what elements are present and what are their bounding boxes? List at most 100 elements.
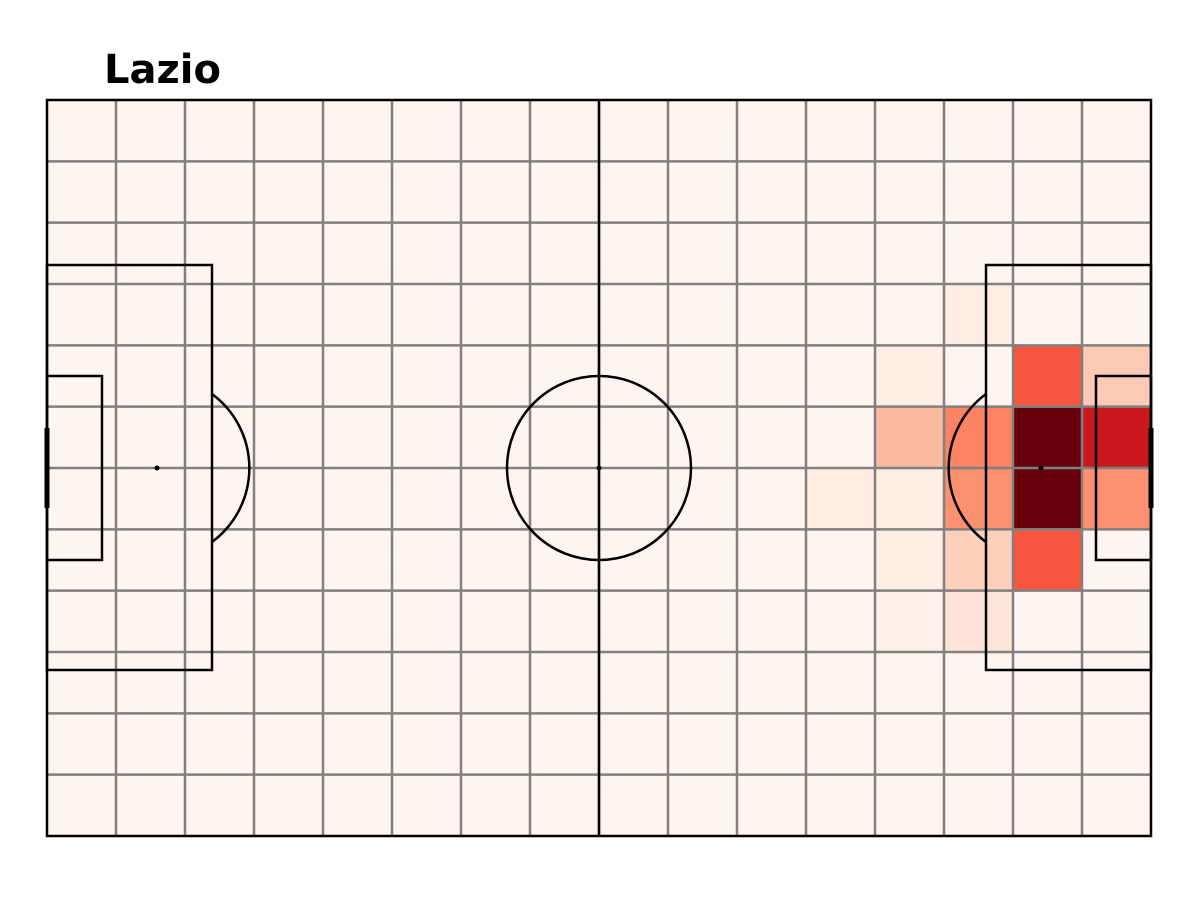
heatmap-cell	[392, 100, 461, 161]
heatmap-cell	[392, 345, 461, 406]
heatmap-cell	[116, 161, 185, 222]
heatmap-cell	[461, 713, 530, 774]
heatmap-cell	[47, 713, 116, 774]
heatmap-cell	[737, 652, 806, 713]
heatmap-cell	[806, 468, 875, 529]
heatmap-cell	[737, 284, 806, 345]
heatmap-cell	[944, 713, 1013, 774]
heatmap-cell	[461, 775, 530, 836]
heatmap-cell	[47, 284, 116, 345]
heatmap-cell	[875, 284, 944, 345]
heatmap-cell	[1082, 223, 1151, 284]
heatmap-cell	[254, 529, 323, 590]
heatmap-cell	[392, 591, 461, 652]
heatmap-cell	[185, 284, 254, 345]
heatmap-cell	[668, 713, 737, 774]
heatmap-cell	[668, 652, 737, 713]
heatmap-cell	[668, 775, 737, 836]
heatmap-cell	[806, 345, 875, 406]
heatmap-cell	[116, 100, 185, 161]
heatmap-cell	[1082, 652, 1151, 713]
heatmap-cell	[116, 652, 185, 713]
heatmap-cell	[737, 407, 806, 468]
heatmap-cell	[47, 468, 116, 529]
heatmap-cell	[1082, 161, 1151, 222]
heatmap-cell	[668, 468, 737, 529]
heatmap-cell	[530, 652, 599, 713]
heatmap-cell	[944, 652, 1013, 713]
heatmap-cell	[806, 652, 875, 713]
heatmap-cell	[530, 775, 599, 836]
heatmap-cell	[668, 284, 737, 345]
heatmap-cell	[806, 529, 875, 590]
heatmap-cell	[461, 529, 530, 590]
heatmap-cell	[1013, 713, 1082, 774]
heatmap-cell	[599, 713, 668, 774]
heatmap-cell	[1082, 407, 1151, 468]
heatmap-cell	[461, 100, 530, 161]
heatmap-cell	[806, 223, 875, 284]
heatmap-cell	[47, 100, 116, 161]
heatmap-cell	[254, 407, 323, 468]
heatmap-cell	[1082, 468, 1151, 529]
heatmap-cell	[875, 407, 944, 468]
heatmap-cell	[392, 529, 461, 590]
heatmap-cell	[1013, 591, 1082, 652]
heatmap-cell	[116, 345, 185, 406]
heatmap-cell	[737, 223, 806, 284]
heatmap-cell	[737, 591, 806, 652]
heatmap-cell	[599, 284, 668, 345]
heatmap-cell	[185, 775, 254, 836]
heatmap-cell	[806, 100, 875, 161]
heatmap-cell	[461, 407, 530, 468]
heatmap-cell	[254, 345, 323, 406]
heatmap-cell	[254, 284, 323, 345]
heatmap-cell	[806, 591, 875, 652]
heatmap-cell	[392, 407, 461, 468]
heatmap-cell	[323, 407, 392, 468]
heatmap-cell	[185, 345, 254, 406]
heatmap-cell	[323, 713, 392, 774]
heatmap-cell	[185, 223, 254, 284]
heatmap-cell	[737, 468, 806, 529]
heatmap-cell	[254, 652, 323, 713]
heatmap-cell	[668, 100, 737, 161]
heatmap-cell	[530, 591, 599, 652]
heatmap-cell	[47, 591, 116, 652]
heatmap-cell	[323, 223, 392, 284]
heatmap-cell	[944, 529, 1013, 590]
heatmap-cell	[944, 775, 1013, 836]
heatmap-cell	[323, 161, 392, 222]
heatmap-cell	[875, 713, 944, 774]
heatmap-cell	[461, 284, 530, 345]
heatmap-cell	[668, 407, 737, 468]
heatmap-cell	[1082, 775, 1151, 836]
heatmap-cell	[254, 468, 323, 529]
heatmap-cell	[185, 529, 254, 590]
heatmap-cell	[737, 161, 806, 222]
heatmap-cell	[530, 161, 599, 222]
heatmap-cell	[668, 223, 737, 284]
heatmap-cell	[185, 100, 254, 161]
heatmap-cell	[1013, 652, 1082, 713]
heatmap-cell	[116, 284, 185, 345]
left-penalty-spot	[155, 466, 160, 471]
heatmap-cell	[323, 652, 392, 713]
heatmap-cell	[185, 652, 254, 713]
heatmap-cell	[323, 100, 392, 161]
heatmap-cell	[737, 713, 806, 774]
heatmap-cell	[530, 713, 599, 774]
heatmap-cell	[461, 223, 530, 284]
heatmap-cell	[599, 468, 668, 529]
heatmap-cell	[668, 529, 737, 590]
heatmap-cell	[254, 161, 323, 222]
heatmap-cell	[461, 591, 530, 652]
heatmap-cell	[1013, 407, 1082, 468]
heatmap-cell	[875, 223, 944, 284]
heatmap-cell	[806, 161, 875, 222]
heatmap-cell	[254, 713, 323, 774]
heatmap-cell	[1013, 775, 1082, 836]
heatmap-cell	[323, 529, 392, 590]
heatmap-cell	[47, 407, 116, 468]
